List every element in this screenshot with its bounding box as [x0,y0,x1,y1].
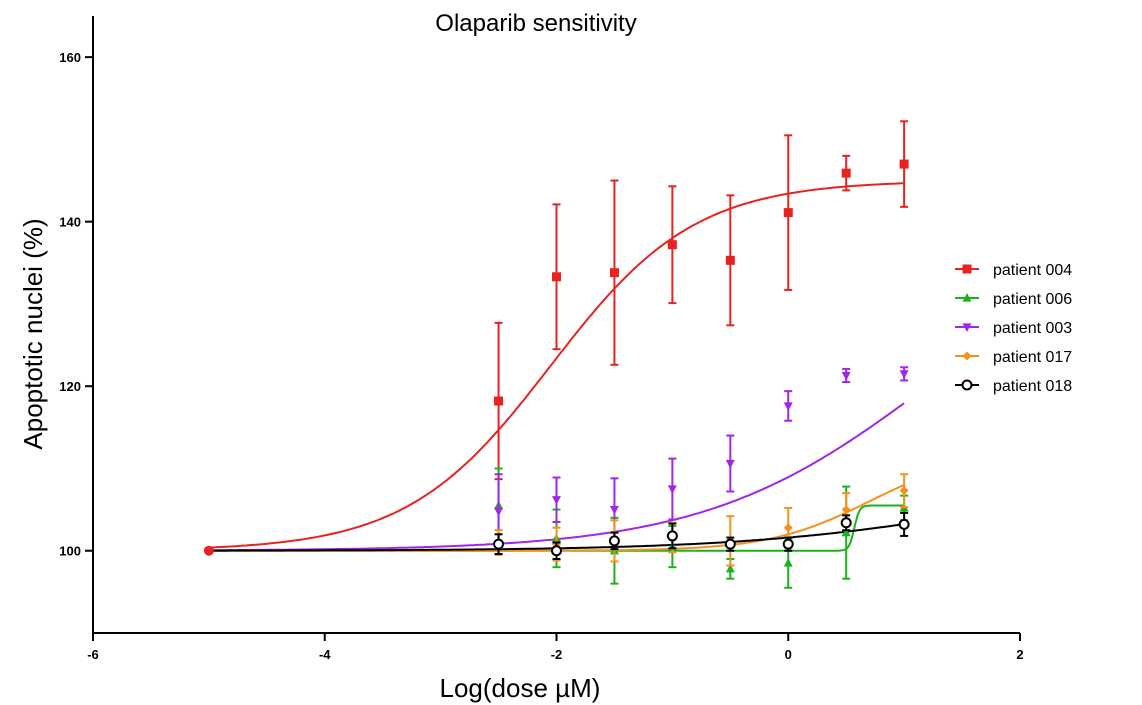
data-point [841,168,851,178]
data-point [783,208,793,218]
data-point [725,563,735,573]
x-tick-label: -6 [87,647,99,662]
x-tick-label: -4 [319,647,331,662]
data-point [898,518,910,530]
data-point [667,485,677,494]
data-point [782,538,794,550]
data-point [725,255,735,265]
data-point [724,538,736,550]
legend-item: patient 018 [955,378,1072,395]
y-tick-label: 140 [59,215,81,230]
data-point [494,396,504,406]
data-point [783,402,793,411]
data-point [841,371,851,381]
legend-label: patient 017 [993,349,1072,366]
y-tick-label: 100 [59,544,81,559]
x-axis-label: Log(dose µM) [440,673,601,703]
data-point [783,558,793,567]
legend: patient 004 patient 006 patient 003 patient… [955,262,1072,395]
data-point [841,527,851,537]
data-point [840,517,852,529]
data-point [609,506,619,515]
legend-item: patient 006 [955,291,1072,308]
chart-title: Olaparib sensitivity [435,10,636,37]
legend-label: patient 003 [993,320,1072,337]
data-point [962,264,972,274]
data-point [962,323,972,332]
data-point [962,351,972,361]
data-point [493,538,505,550]
y-tick-label: 120 [59,379,81,394]
legend-item: patient 004 [955,262,1072,279]
legend-label: patient 018 [993,378,1072,395]
plot-area [203,120,910,589]
data-point [899,486,909,496]
legend-label: patient 004 [993,262,1072,279]
y-axis-label: Apoptotic nuclei (%) [18,218,48,449]
data-point [725,459,735,469]
legend-item: patient 003 [955,320,1072,337]
axes: -6 -4 -2 0 2 100 120 140 160 [59,16,1024,662]
legend-item: patient 017 [955,349,1072,366]
data-point [962,293,972,302]
data-point [608,535,620,547]
x-tick-label: 2 [1016,647,1023,662]
data-point [609,268,619,278]
data-point [494,507,504,517]
data-point [666,530,678,542]
series-patient-004 [494,120,909,481]
data-point [551,545,562,557]
series-patient-018 [493,511,910,560]
legend-label: patient 006 [993,291,1072,308]
x-tick-label: -2 [551,647,563,662]
control-point [203,545,214,556]
data-point [552,496,561,505]
data-point [899,159,909,169]
data-point [899,370,909,379]
data-point [961,379,973,391]
y-tick-label: 160 [59,50,81,65]
data-point [667,240,677,250]
data-point [841,505,851,515]
data-point [783,523,793,533]
data-point [552,272,561,282]
x-tick-label: 0 [785,647,792,662]
